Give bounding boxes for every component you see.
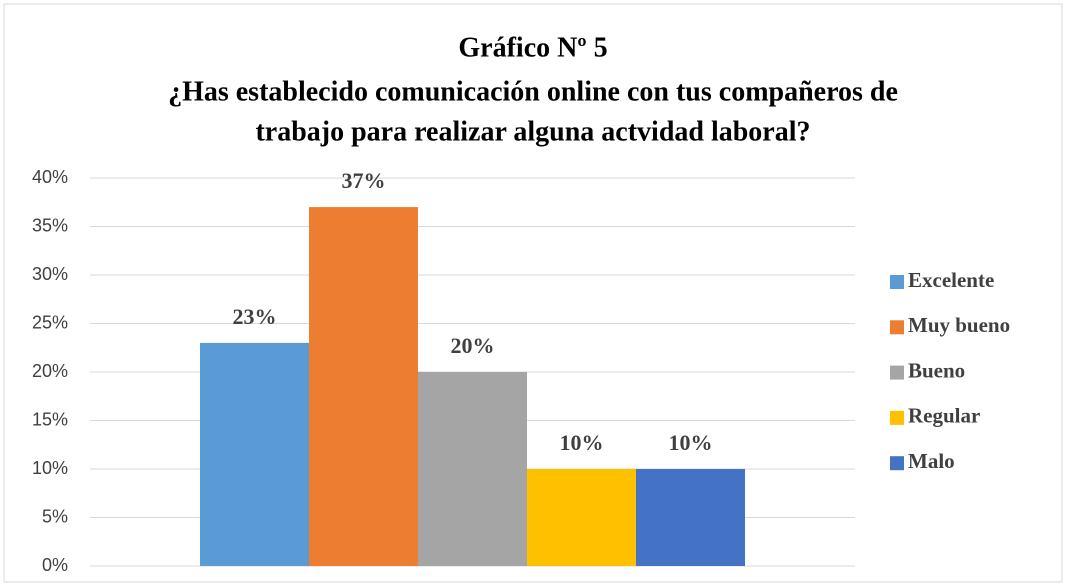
chart-subtitle: trabajo para realizar alguna actvidad la…: [255, 116, 810, 147]
data-label: 10%: [560, 430, 604, 455]
data-label: 23%: [233, 304, 277, 329]
y-tick-label: 25%: [32, 312, 68, 332]
y-tick-label: 40%: [32, 167, 68, 187]
legend-label: Bueno: [908, 358, 965, 382]
legend-label: Excelente: [908, 268, 994, 292]
y-tick-label: 20%: [32, 361, 68, 381]
data-label: 10%: [669, 430, 713, 455]
legend-swatch: [890, 456, 904, 471]
bar: [636, 469, 745, 566]
legend-label: Regular: [908, 404, 980, 428]
bar: [418, 372, 527, 566]
y-tick-label: 10%: [32, 458, 68, 478]
data-label: 20%: [451, 333, 495, 358]
legend-swatch: [890, 365, 904, 380]
bar: [527, 469, 636, 566]
chart-subtitle: ¿Has establecido comunicación online con…: [168, 76, 898, 107]
bar: [309, 207, 418, 566]
legend-swatch: [890, 320, 904, 335]
legend-label: Muy bueno: [908, 313, 1010, 337]
y-tick-label: 15%: [32, 409, 68, 429]
y-tick-label: 5%: [42, 506, 68, 526]
legend-swatch: [890, 410, 904, 425]
y-tick-label: 35%: [32, 215, 68, 235]
legend-swatch: [890, 275, 904, 289]
chart-title: Gráfico Nº 5: [458, 32, 607, 63]
y-tick-label: 30%: [32, 264, 68, 284]
data-label: 37%: [342, 168, 386, 193]
legend-label: Malo: [908, 449, 955, 473]
bar: [200, 342, 309, 566]
y-tick-label: 0%: [42, 555, 68, 575]
